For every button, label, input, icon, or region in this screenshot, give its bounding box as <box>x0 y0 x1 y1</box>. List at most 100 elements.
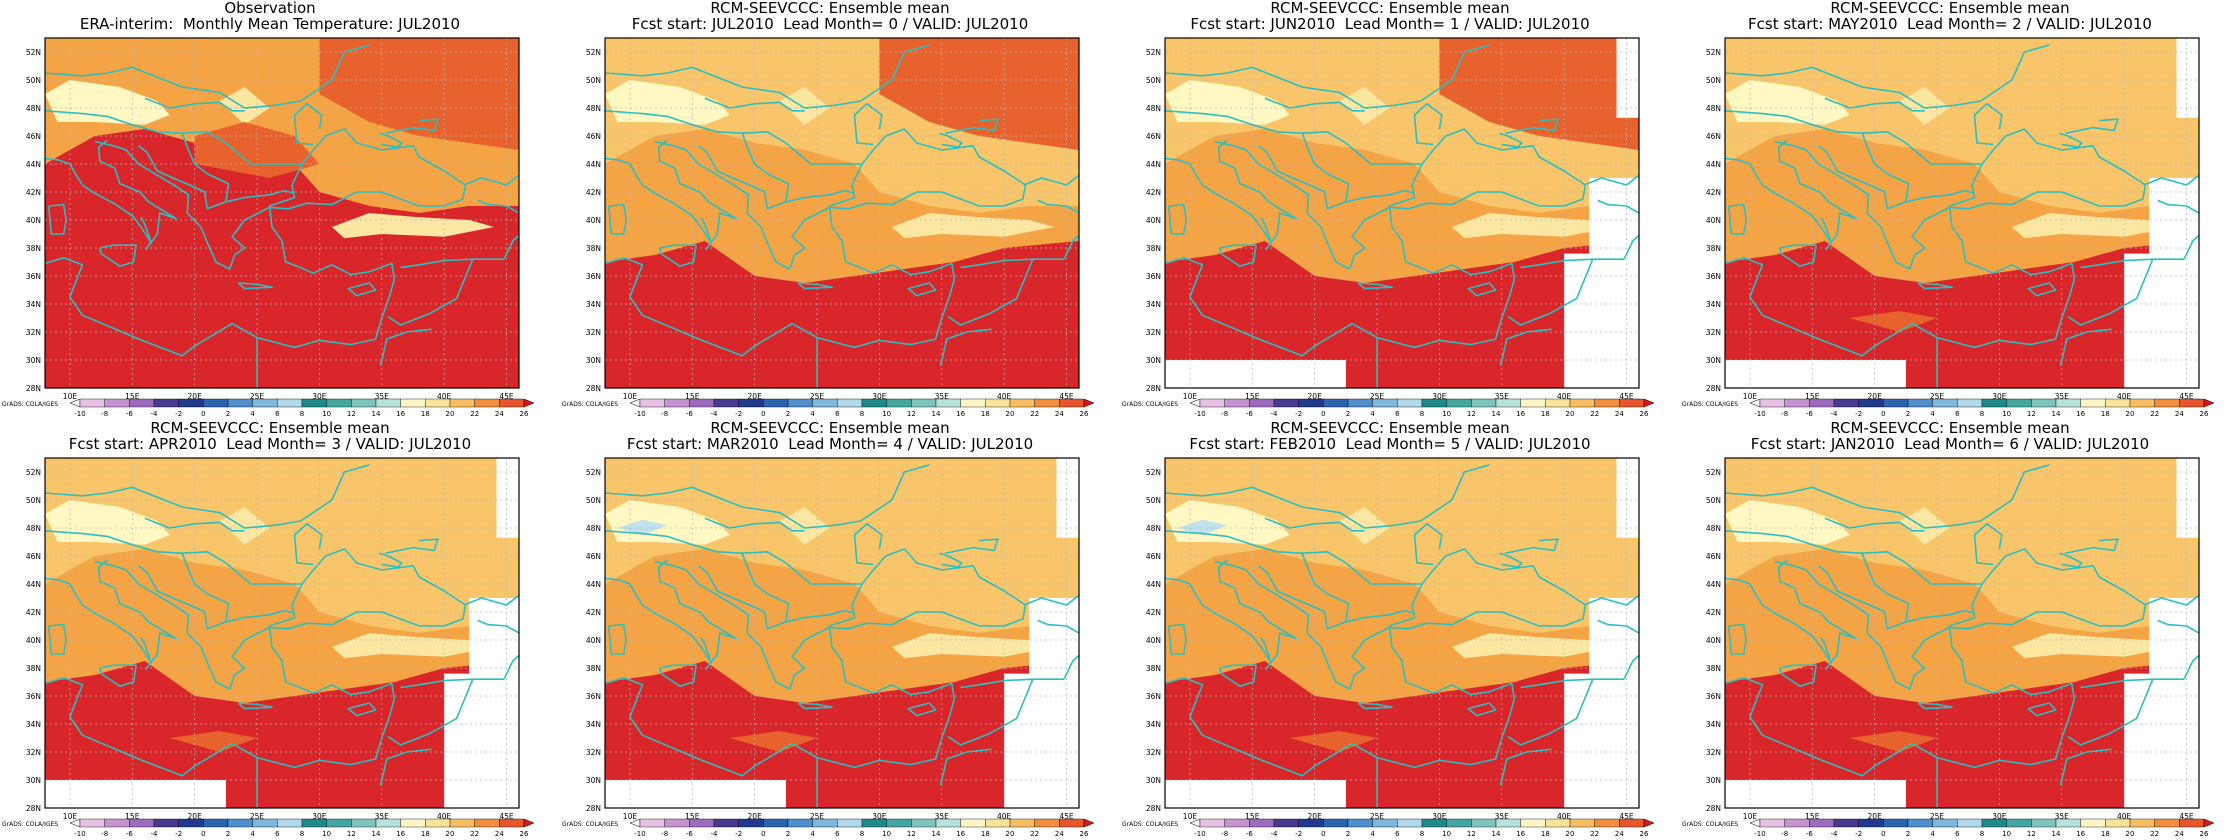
colorbar-swatch <box>1594 818 1620 828</box>
colorbar-swatch <box>886 398 912 408</box>
lon-label: 10E <box>1183 392 1198 401</box>
no-data-east <box>444 598 519 808</box>
colorbar-tick: -4 <box>1271 410 1279 418</box>
colorbar-swatch <box>301 818 327 828</box>
temperature-map: 52N 50N 48N 46N 44N 42N 40N 38N 36N 34N 32N 30N 28N 1… <box>1146 37 1640 401</box>
colorbar-swatch <box>738 818 764 828</box>
colorbar-tick: 4 <box>250 830 255 838</box>
graticule <box>1165 38 1639 388</box>
colorbar-swatch <box>523 818 535 828</box>
colorbar-tick: 20 <box>446 410 455 418</box>
lon-label: 20E <box>1308 392 1323 401</box>
lat-label: 52N <box>586 48 601 57</box>
colorbar-tick: 12 <box>907 830 916 838</box>
colorbar-tick: 4 <box>1370 410 1375 418</box>
lat-label: 44N <box>586 160 601 169</box>
colorbar-swatch <box>79 398 105 408</box>
lat-label: 42N <box>1146 608 1161 617</box>
lat-label: 28N <box>26 384 41 393</box>
map-panel-lead5: RCM-SEEVCCC: Ensemble mean Fcst start: FE… <box>1120 420 1660 840</box>
lon-label: 20E <box>188 812 203 821</box>
lat-label: 32N <box>26 748 41 757</box>
lon-label: 45E <box>1619 392 1634 401</box>
lat-label: 52N <box>1706 48 1721 57</box>
colorbar-swatch <box>1249 818 1275 828</box>
colorbar-swatch <box>2055 398 2081 408</box>
lat-label: 34N <box>1146 720 1161 729</box>
lon-label: 10E <box>623 812 638 821</box>
graticule <box>605 38 1079 388</box>
map-panel-lead2: RCM-SEEVCCC: Ensemble mean Fcst start: MA… <box>1680 0 2220 420</box>
colorbar-swatch <box>2006 398 2032 408</box>
colorbar-swatch <box>1397 398 1423 408</box>
lat-label: 40N <box>1146 216 1161 225</box>
colorbar: GrADS: COLA/IGES-10 -8 -6 -4 -2 0 2 4 6 8 10 12 14 16… <box>1122 398 1655 418</box>
colorbar-tick: -2 <box>1295 410 1302 418</box>
colorbar-swatch <box>252 818 278 828</box>
colorbar-swatch <box>277 398 303 408</box>
no-data-ne <box>1616 458 1639 538</box>
lat-label: 48N <box>586 104 601 113</box>
colorbar-swatch <box>375 398 401 408</box>
lat-label: 46N <box>1146 552 1161 561</box>
lon-label: 20E <box>188 392 203 401</box>
lon-label: 15E <box>125 392 140 401</box>
lat-label: 44N <box>586 580 601 589</box>
colorbar-swatch <box>2179 818 2205 828</box>
lat-label: 40N <box>586 216 601 225</box>
field-anatolia-cool <box>891 213 1055 239</box>
colorbar-tick: 6 <box>1955 410 1960 418</box>
colorbar-tick: 22 <box>470 830 479 838</box>
colorbar-tick: -6 <box>126 830 134 838</box>
colorbar-tick: -2 <box>1295 830 1302 838</box>
colorbar-swatch <box>1858 818 1884 828</box>
colorbar-tick: 0 <box>1881 410 1885 418</box>
colorbar-tick: 10 <box>1442 830 1451 838</box>
colorbar-tick: -2 <box>735 830 742 838</box>
colorbar-swatch <box>886 818 912 828</box>
colorbar-tick: -10 <box>1754 410 1765 418</box>
lat-label: 36N <box>586 692 601 701</box>
colorbar-swatch <box>2154 818 2180 828</box>
lat-label: 32N <box>586 748 601 757</box>
lat-label: 36N <box>26 272 41 281</box>
coastlines <box>1165 464 1639 808</box>
shaded-field <box>1165 38 1639 388</box>
lon-label: 15E <box>1805 812 1820 821</box>
colorbar-swatch <box>1421 818 1447 828</box>
colorbar-tick: 6 <box>1395 830 1400 838</box>
lon-label: 10E <box>63 812 78 821</box>
lon-label: 45E <box>2179 392 2194 401</box>
colorbar-swatch <box>1545 398 1571 408</box>
colorbar-swatch <box>1759 398 1785 408</box>
lat-label: 52N <box>1706 468 1721 477</box>
colorbar-tick: 0 <box>201 410 205 418</box>
lon-label: 25E <box>1370 812 1385 821</box>
colorbar-swatch <box>2129 398 2155 408</box>
colorbar-tick: 2 <box>786 830 790 838</box>
lat-label: 52N <box>26 468 41 477</box>
lat-label: 46N <box>586 552 601 561</box>
lat-label: 36N <box>26 692 41 701</box>
no-data-east <box>2124 598 2199 808</box>
colorbar-swatch <box>1495 398 1521 408</box>
colorbar-swatch <box>1199 398 1225 408</box>
lon-label: 10E <box>1743 812 1758 821</box>
lat-label: 28N <box>1146 804 1161 813</box>
colorbar-swatch <box>178 398 204 408</box>
colorbar-swatch <box>1957 818 1983 828</box>
colorbar-swatch <box>1273 818 1299 828</box>
field-carpathians-cool <box>779 507 830 545</box>
colorbar-tick: 6 <box>275 830 280 838</box>
colorbar-tick: 10 <box>322 410 331 418</box>
colorbar-tick: 24 <box>1615 410 1624 418</box>
lon-label: 40E <box>437 392 452 401</box>
field-north-band <box>45 458 519 633</box>
no-data-east <box>1564 598 1639 808</box>
lat-label: 30N <box>586 356 601 365</box>
shaded-field <box>605 458 1079 808</box>
field-north-band <box>605 458 1079 633</box>
colorbar-tick: -6 <box>1806 410 1814 418</box>
colorbar-tick: 20 <box>446 830 455 838</box>
colorbar-swatch <box>2154 398 2180 408</box>
